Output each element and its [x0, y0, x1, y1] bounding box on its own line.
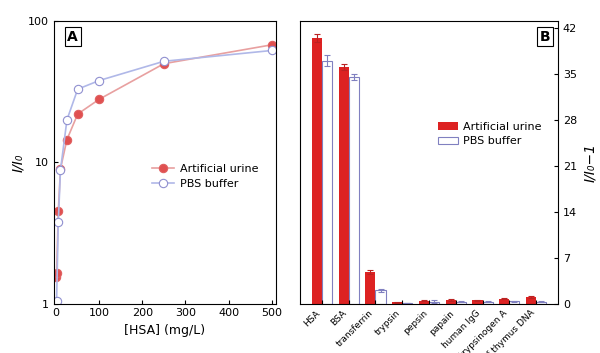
- PBS buffer: [74, 87, 82, 91]
- Bar: [482, 302, 493, 304]
- Bar: [392, 303, 402, 304]
- Y-axis label: I/I₀−1: I/I₀−1: [583, 143, 596, 182]
- Artificial urine: [64, 137, 71, 142]
- Bar: [376, 291, 386, 304]
- Bar: [349, 77, 359, 304]
- Bar: [456, 301, 466, 304]
- Artificial urine: [268, 43, 275, 47]
- Bar: [402, 303, 412, 304]
- Bar: [536, 301, 546, 304]
- Text: A: A: [67, 30, 78, 44]
- Bar: [446, 300, 456, 304]
- Bar: [365, 272, 376, 304]
- PBS buffer: [95, 78, 103, 83]
- Line: PBS buffer: PBS buffer: [52, 46, 276, 308]
- Bar: [312, 38, 322, 304]
- Bar: [526, 297, 536, 304]
- PBS buffer: [64, 118, 71, 122]
- Artificial urine: [53, 275, 60, 279]
- Bar: [419, 301, 429, 304]
- Bar: [338, 67, 349, 304]
- Bar: [509, 301, 520, 304]
- Bar: [499, 299, 509, 304]
- PBS buffer: [53, 299, 60, 303]
- Legend: Artificial urine, PBS buffer: Artificial urine, PBS buffer: [432, 116, 547, 152]
- Artificial urine: [53, 271, 60, 275]
- PBS buffer: [57, 168, 64, 172]
- Bar: [472, 300, 482, 304]
- Line: Artificial urine: Artificial urine: [52, 41, 276, 281]
- Text: B: B: [539, 30, 550, 44]
- Legend: Artificial urine, PBS buffer: Artificial urine, PBS buffer: [146, 159, 264, 194]
- Artificial urine: [74, 112, 82, 116]
- Artificial urine: [160, 61, 167, 66]
- Artificial urine: [55, 209, 62, 214]
- PBS buffer: [160, 59, 167, 64]
- Artificial urine: [95, 97, 103, 101]
- PBS buffer: [55, 220, 62, 224]
- Artificial urine: [57, 167, 64, 171]
- Bar: [322, 61, 332, 304]
- Y-axis label: I/I₀: I/I₀: [11, 153, 25, 172]
- PBS buffer: [268, 48, 275, 53]
- X-axis label: [HSA] (mg/L): [HSA] (mg/L): [124, 324, 206, 337]
- Bar: [429, 301, 439, 304]
- PBS buffer: [53, 301, 60, 306]
